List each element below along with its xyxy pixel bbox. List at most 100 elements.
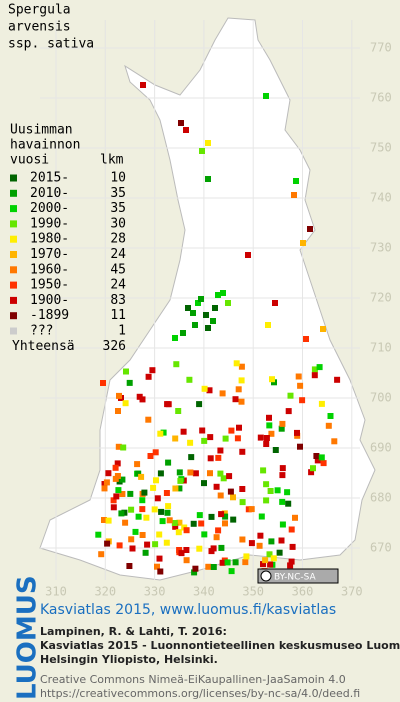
y-label: 770 (370, 41, 392, 55)
occurrence-cell (318, 400, 325, 407)
occurrence-cell (119, 491, 126, 497)
badge-box (257, 568, 339, 584)
occurrence-cell (210, 318, 216, 324)
occurrence-cell (195, 300, 201, 306)
occurrence-cell (95, 531, 102, 538)
occurrence-cell (289, 543, 296, 550)
occurrence-cell (190, 520, 197, 527)
occurrence-cell (208, 548, 215, 555)
occurrence-cell (152, 541, 159, 548)
title: Spergula (8, 3, 71, 18)
legend-swatch (10, 189, 17, 197)
legend-heading: Uusimman (10, 123, 73, 138)
occurrence-cell (163, 539, 170, 546)
footer-link[interactable]: Kasviatlas 2015, www.luomus.fi/kasviatla… (40, 602, 336, 618)
legend-swatch (10, 205, 17, 213)
occurrence-cell (232, 396, 239, 403)
occurrence-cell (217, 492, 224, 499)
occurrence-cell (270, 555, 277, 562)
occurrence-cell (192, 565, 199, 572)
legend-swatch (10, 281, 17, 289)
citation: Lampinen, R. & Lahti, T. 2016: (40, 625, 227, 638)
occurrence-cell (285, 500, 292, 507)
occurrence-cell (176, 485, 183, 492)
occurrence-cell (207, 434, 214, 441)
legend-swatch (10, 296, 17, 304)
occurrence-cell (303, 336, 309, 342)
legend-label: 1950- (30, 278, 69, 293)
occurrence-cell (196, 512, 203, 519)
citation: Helsingin Yliopisto, Helsinki. (40, 653, 218, 666)
occurrence-cell (116, 542, 123, 549)
occurrence-cell (101, 485, 108, 492)
occurrence-cell (156, 531, 163, 538)
occurrence-cell (205, 563, 212, 570)
occurrence-cell (135, 470, 142, 477)
occurrence-cell (217, 470, 224, 477)
legend-total: 326 (103, 339, 126, 354)
title: ssp. sativa (8, 37, 94, 52)
occurrence-cell (287, 562, 294, 569)
occurrence-cell (220, 290, 226, 296)
legend-heading: havainnon (10, 138, 80, 153)
occurrence-cell (180, 330, 186, 336)
occurrence-cell (218, 511, 225, 518)
occurrence-cell (294, 429, 300, 436)
occurrence-cell (300, 240, 306, 246)
x-label: 340 (193, 585, 215, 599)
occurrence-cell (201, 531, 208, 538)
occurrence-cell (126, 379, 133, 386)
citation: Kasviatlas 2015 - Luonnontieteellinen ke… (40, 639, 400, 652)
occurrence-cell (239, 499, 246, 506)
occurrence-cell (267, 561, 274, 568)
legend-count: 35 (110, 201, 126, 216)
occurrence-cell (203, 312, 209, 318)
occurrence-cell (186, 376, 193, 383)
occurrence-cell (165, 503, 172, 510)
occurrence-cell (115, 487, 122, 494)
occurrence-cell (127, 490, 134, 497)
occurrence-cell (310, 465, 316, 472)
occurrence-cell (318, 454, 325, 461)
occurrence-cell (268, 430, 275, 437)
occurrence-cell (198, 520, 205, 527)
license-url[interactable]: https://creativecommons.org/licenses/by-… (40, 687, 360, 700)
land (39, 17, 376, 581)
occurrence-cell (295, 373, 302, 380)
occurrence-cell (115, 408, 121, 414)
occurrence-cell (279, 498, 286, 505)
occurrence-cell (157, 470, 164, 477)
occurrence-cell (201, 437, 208, 444)
occurrence-cell (112, 464, 119, 471)
occurrence-cell (164, 509, 171, 516)
y-label: 680 (370, 491, 392, 505)
occurrence-cell (207, 470, 213, 477)
occurrence-cell (236, 424, 242, 431)
occurrence-cell (263, 435, 270, 441)
occurrence-cell (248, 540, 255, 547)
badge-icon (260, 570, 272, 582)
occurrence-cell (235, 386, 242, 393)
occurrence-cell (158, 508, 165, 515)
occurrence-cell (238, 363, 245, 370)
occurrence-cell (128, 536, 135, 543)
occurrence-cell (187, 439, 194, 446)
occurrence-cell (135, 513, 142, 520)
occurrence-cell (154, 563, 160, 570)
occurrence-cell (100, 380, 106, 386)
occurrence-cell (149, 367, 156, 374)
occurrence-cell (274, 487, 281, 494)
occurrence-cell (222, 435, 229, 442)
occurrence-cell (205, 176, 211, 182)
occurrence-cell (284, 489, 291, 496)
occurrence-cell (188, 454, 195, 461)
x-label: 310 (45, 585, 67, 599)
occurrence-cell (265, 322, 271, 328)
occurrence-cell (172, 435, 179, 442)
legend-label: 1900- (30, 293, 69, 308)
occurrence-cell (183, 547, 190, 553)
occurrence-cell (166, 517, 173, 524)
occurrence-cell (230, 494, 236, 501)
occurrence-cell (325, 422, 332, 429)
